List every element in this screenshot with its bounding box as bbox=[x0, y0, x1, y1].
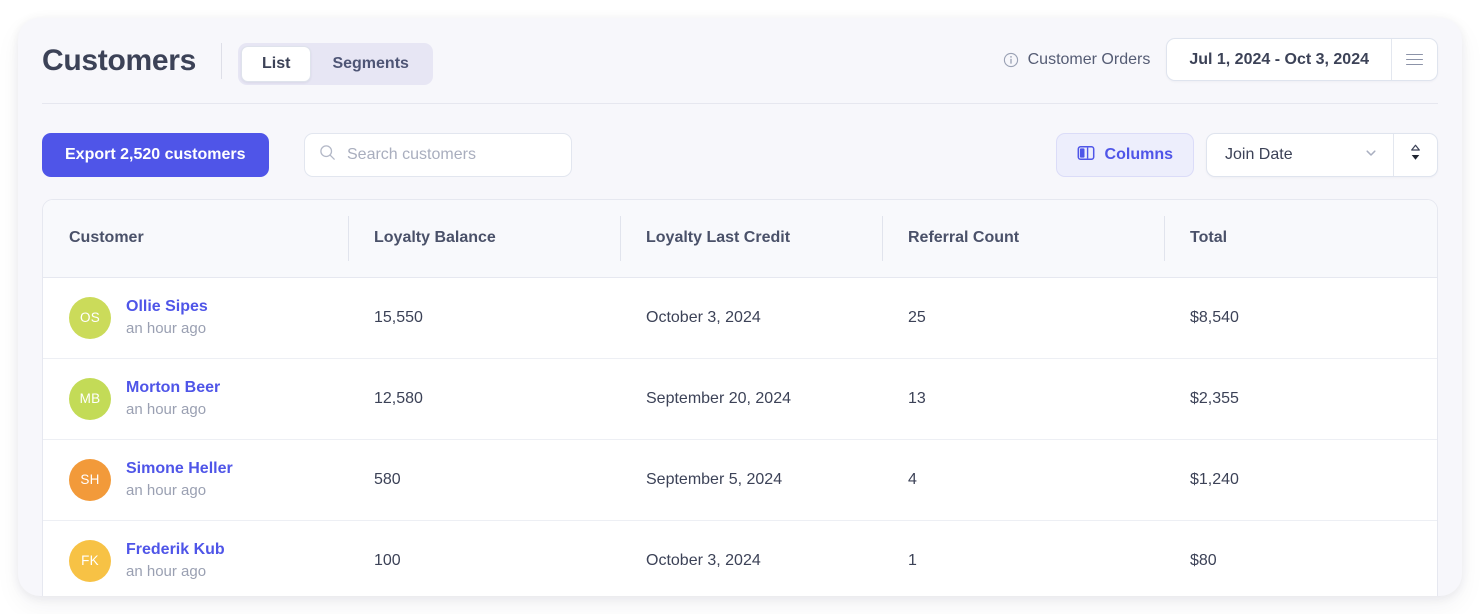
sort-direction-button[interactable] bbox=[1393, 134, 1437, 176]
customer-timestamp: an hour ago bbox=[126, 320, 207, 338]
cell-total: $2,355 bbox=[1164, 357, 1437, 439]
avatar: MB bbox=[69, 377, 111, 420]
cell-customer: SH Simone Heller an hour ago bbox=[43, 438, 348, 520]
cell-referral-count: 25 bbox=[908, 308, 926, 326]
header-divider bbox=[42, 103, 1438, 104]
chevron-down-icon bbox=[1364, 146, 1378, 165]
search-input[interactable] bbox=[347, 146, 557, 164]
header-separator bbox=[221, 43, 222, 79]
columns-layout-icon bbox=[1077, 144, 1095, 167]
avatar: FK bbox=[69, 539, 111, 582]
sort-controls: Join Date bbox=[1206, 133, 1438, 177]
customer-timestamp: an hour ago bbox=[126, 482, 207, 500]
sort-field-value: Join Date bbox=[1225, 146, 1293, 163]
customer-timestamp: an hour ago bbox=[126, 401, 207, 419]
customers-table: Customer Loyalty Balance Loyalty Last Cr… bbox=[42, 199, 1438, 596]
table-row[interactable]: MB Morton Beer an hour ago 12,580 Septem… bbox=[43, 357, 1437, 439]
columns-button-label: Columns bbox=[1104, 146, 1173, 163]
cell-loyalty-last-credit: September 20, 2024 bbox=[620, 357, 882, 439]
cell-loyalty-balance: 15,550 bbox=[374, 308, 423, 326]
customer-name-link[interactable]: Frederik Kub bbox=[126, 540, 225, 558]
avatar: SH bbox=[69, 458, 111, 501]
info-circle-icon bbox=[1003, 52, 1019, 68]
customer-name-link[interactable]: Morton Beer bbox=[126, 378, 221, 396]
customer-name-link[interactable]: Ollie Sipes bbox=[126, 297, 208, 315]
date-range-menu-button[interactable] bbox=[1391, 39, 1437, 80]
table-row[interactable]: OS Ollie Sipes an hour ago 15,550 Octobe… bbox=[43, 277, 1437, 358]
customers-card: Customers List Segments Customer Orders … bbox=[18, 18, 1462, 596]
hamburger-menu-icon bbox=[1406, 50, 1423, 68]
page-title: Customers bbox=[42, 44, 197, 77]
columns-button[interactable]: Columns bbox=[1055, 133, 1194, 177]
tab-segments[interactable]: Segments bbox=[332, 55, 409, 72]
table-header-row: Customer Loyalty Balance Loyalty Last Cr… bbox=[43, 200, 1437, 278]
column-header-referral-count[interactable]: Referral Count bbox=[882, 200, 1164, 278]
cell-referral-count: 1 bbox=[882, 519, 1164, 596]
view-segmented-control[interactable]: List Segments bbox=[238, 43, 433, 85]
cell-total: $80 bbox=[1164, 519, 1437, 596]
search-customers-box[interactable] bbox=[304, 133, 572, 177]
search-icon bbox=[319, 144, 336, 166]
cell-customer: MB Morton Beer an hour ago bbox=[43, 357, 348, 439]
customer-timestamp: an hour ago bbox=[126, 563, 207, 581]
column-header-loyalty-last-credit[interactable]: Loyalty Last Credit bbox=[620, 200, 882, 278]
table-row[interactable]: FK Frederik Kub an hour ago 100 October … bbox=[43, 519, 1437, 596]
customer-name-link[interactable]: Simone Heller bbox=[126, 459, 233, 477]
cell-referral-count: 4 bbox=[882, 438, 1164, 520]
table-toolbar: Export 2,520 customers Colum bbox=[42, 133, 1438, 177]
cell-loyalty-balance: 100 bbox=[348, 519, 620, 596]
sort-updown-icon bbox=[1408, 143, 1423, 167]
sort-field-select[interactable]: Join Date bbox=[1207, 134, 1393, 176]
cell-customer: FK Frederik Kub an hour ago bbox=[43, 519, 348, 596]
tab-list[interactable]: List bbox=[241, 46, 312, 82]
header-right-controls: Customer Orders Jul 1, 2024 - Oct 3, 202… bbox=[1003, 38, 1438, 81]
column-header-customer[interactable]: Customer bbox=[43, 200, 348, 278]
cell-total: $8,540 bbox=[1190, 308, 1239, 326]
page-header: Customers List Segments Customer Orders … bbox=[18, 18, 1462, 103]
table-row[interactable]: SH Simone Heller an hour ago 580 Septemb… bbox=[43, 438, 1437, 520]
customer-orders-label: Customer Orders bbox=[1003, 50, 1151, 69]
avatar: OS bbox=[69, 296, 111, 339]
cell-customer: OS Ollie Sipes an hour ago bbox=[43, 277, 348, 358]
cell-loyalty-last-credit: October 3, 2024 bbox=[620, 519, 882, 596]
export-customers-button[interactable]: Export 2,520 customers bbox=[42, 133, 269, 177]
cell-loyalty-last-credit: October 3, 2024 bbox=[646, 308, 761, 326]
cell-loyalty-balance: 12,580 bbox=[348, 357, 620, 439]
cell-referral-count: 13 bbox=[882, 357, 1164, 439]
date-range-value[interactable]: Jul 1, 2024 - Oct 3, 2024 bbox=[1189, 50, 1369, 68]
date-range-control[interactable]: Jul 1, 2024 - Oct 3, 2024 bbox=[1166, 38, 1438, 81]
customer-orders-text: Customer Orders bbox=[1027, 50, 1151, 68]
column-header-loyalty-balance[interactable]: Loyalty Balance bbox=[348, 200, 620, 278]
column-header-total[interactable]: Total bbox=[1164, 200, 1437, 278]
cell-loyalty-last-credit: September 5, 2024 bbox=[620, 438, 882, 520]
toolbar-right-controls: Columns Join Date bbox=[1055, 133, 1438, 177]
cell-loyalty-balance: 580 bbox=[348, 438, 620, 520]
cell-total: $1,240 bbox=[1164, 438, 1437, 520]
